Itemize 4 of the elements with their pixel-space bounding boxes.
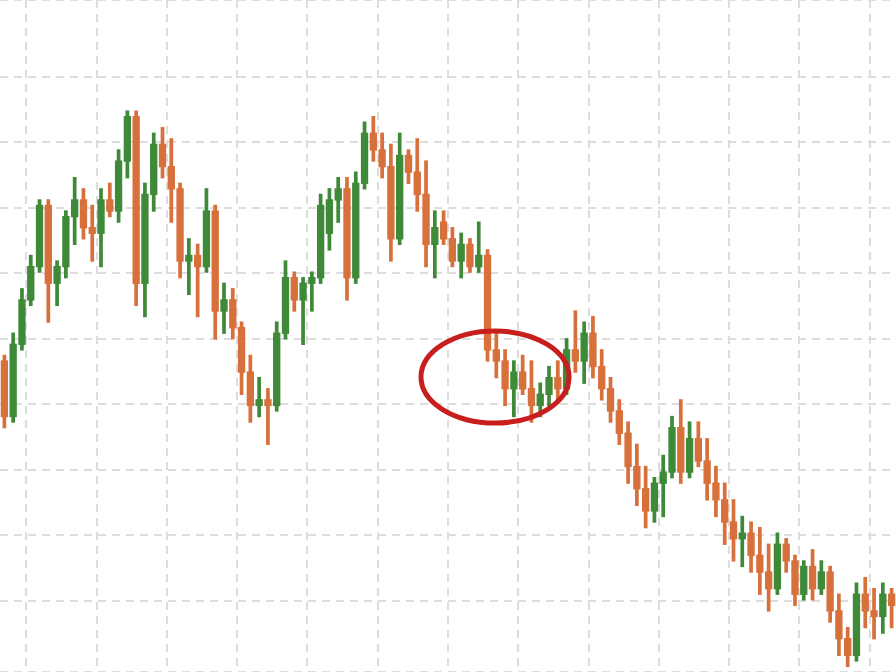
candlestick (738, 515, 746, 568)
candlestick (185, 238, 193, 296)
candlestick (264, 388, 272, 445)
candlestick (88, 204, 96, 262)
